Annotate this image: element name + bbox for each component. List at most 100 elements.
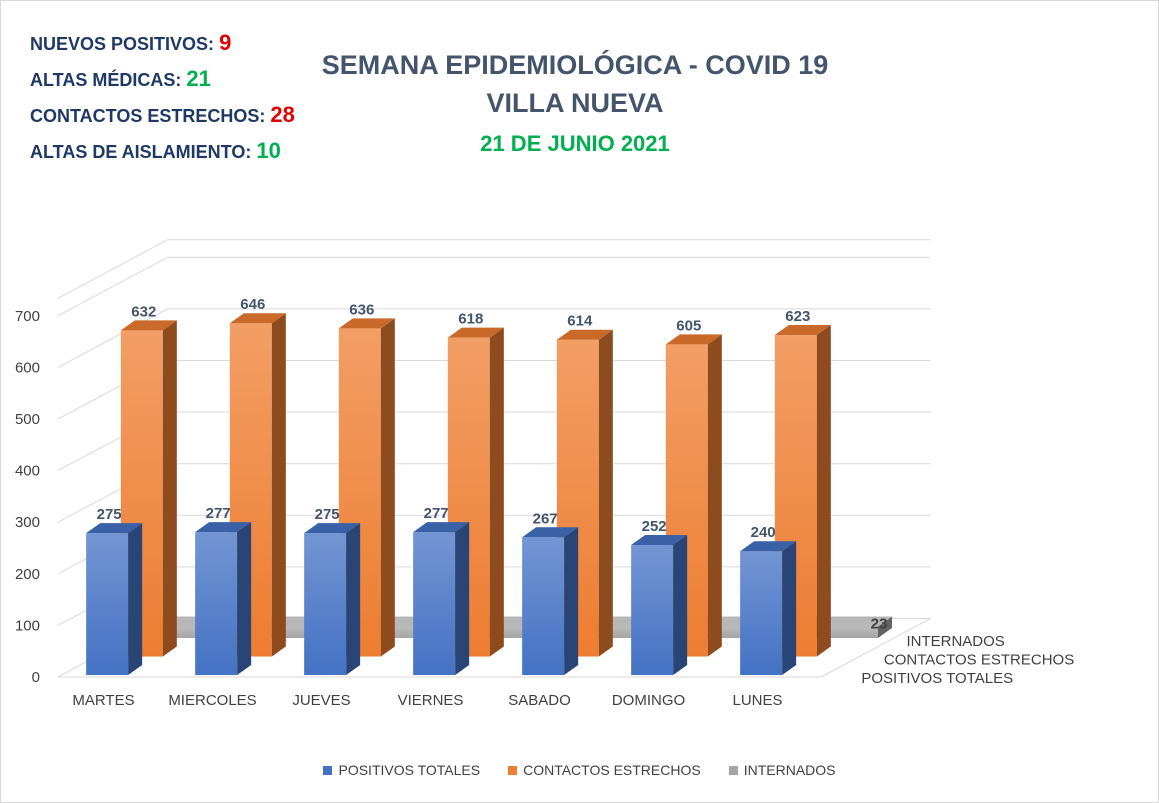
bar-side bbox=[707, 334, 722, 657]
bar-top bbox=[120, 320, 177, 331]
data-label: 632 bbox=[131, 303, 156, 320]
bar-side bbox=[489, 327, 504, 657]
y-tick-label: 600 bbox=[15, 359, 40, 376]
bar-top bbox=[774, 325, 831, 336]
bar-face bbox=[131, 626, 878, 638]
stat-label: NUEVOS POSITIVOS: bbox=[30, 34, 215, 54]
data-label: 614 bbox=[567, 313, 593, 330]
legend-swatch bbox=[508, 765, 518, 775]
bar-top bbox=[304, 523, 361, 534]
legend-item-positivos: POSITIVOS TOTALES bbox=[323, 762, 480, 778]
bar bbox=[86, 523, 143, 676]
bar bbox=[740, 541, 797, 676]
data-label: 636 bbox=[349, 301, 374, 318]
bar-side bbox=[598, 329, 613, 657]
bar bbox=[195, 522, 252, 676]
bar-top bbox=[195, 522, 252, 533]
bar-side bbox=[878, 616, 892, 638]
legend-item-internados: INTERNADOS bbox=[728, 762, 836, 778]
x-tick-label: VIERNES bbox=[398, 692, 464, 709]
data-label: 277 bbox=[424, 505, 449, 522]
data-label: 646 bbox=[240, 296, 265, 313]
floor-edge bbox=[820, 618, 931, 678]
stats-panel: NUEVOS POSITIVOS: 9 ALTAS MÉDICAS: 21 CO… bbox=[30, 28, 295, 172]
data-label: 23 bbox=[871, 615, 888, 632]
stat-value: 28 bbox=[270, 102, 295, 127]
legend-item-contactos: CONTACTOS ESTRECHOS bbox=[508, 762, 701, 778]
bar-face bbox=[413, 532, 456, 676]
y-tick-label: 400 bbox=[15, 463, 40, 480]
bar-side bbox=[237, 522, 252, 676]
bar-face bbox=[631, 545, 674, 676]
bar-top bbox=[665, 334, 722, 345]
bar bbox=[304, 523, 361, 676]
legend-label: CONTACTOS ESTRECHOS bbox=[523, 762, 701, 778]
chart-title: SEMANA EPIDEMIOLÓGICA - COVID 19 bbox=[321, 50, 829, 80]
bar bbox=[413, 522, 470, 676]
bar-side bbox=[380, 318, 395, 657]
x-tick-label: SABADO bbox=[508, 692, 571, 709]
stat-value: 10 bbox=[256, 138, 281, 163]
bar-side bbox=[346, 523, 361, 676]
wall-edge bbox=[57, 239, 168, 299]
bar-top bbox=[229, 313, 286, 324]
stat-altas-medicas: ALTAS MÉDICAS: 21 bbox=[30, 64, 295, 100]
data-label: 252 bbox=[642, 518, 667, 535]
x-tick-label: DOMINGO bbox=[612, 692, 685, 709]
bar-top bbox=[740, 541, 797, 552]
bar-side bbox=[564, 527, 579, 676]
gridline-side bbox=[57, 256, 168, 317]
chart-title-block: SEMANA EPIDEMIOLÓGICA - COVID 19 VILLA N… bbox=[300, 46, 850, 162]
y-tick-label: 300 bbox=[15, 514, 40, 531]
chart-legend: POSITIVOS TOTALES CONTACTOS ESTRECHOS IN… bbox=[0, 762, 1159, 778]
legend-swatch bbox=[728, 765, 738, 775]
data-label: 275 bbox=[97, 506, 122, 523]
stat-label: CONTACTOS ESTRECHOS: bbox=[30, 106, 266, 126]
bar-chart-3d: 0100200300400500600700171821222324236326… bbox=[15, 239, 1074, 709]
y-tick-label: 500 bbox=[15, 411, 40, 428]
y-tick-label: 700 bbox=[15, 308, 40, 325]
stat-value: 9 bbox=[219, 30, 232, 55]
y-tick-label: 200 bbox=[15, 566, 40, 583]
bar-face bbox=[86, 533, 129, 676]
bar bbox=[631, 535, 688, 676]
bar-side bbox=[271, 313, 286, 657]
data-label: 275 bbox=[315, 506, 340, 523]
x-tick-label: JUEVES bbox=[292, 692, 350, 709]
bar-face bbox=[304, 533, 347, 676]
gridline-side bbox=[57, 308, 168, 368]
bar-top bbox=[556, 329, 613, 340]
legend-label: POSITIVOS TOTALES bbox=[338, 762, 481, 778]
y-tick-label: 100 bbox=[15, 617, 40, 634]
bar-side bbox=[816, 325, 831, 657]
data-label: 618 bbox=[458, 311, 483, 328]
chart-subtitle: VILLA NUEVA bbox=[486, 88, 664, 118]
data-label: 623 bbox=[785, 308, 810, 325]
bar-top bbox=[338, 318, 395, 329]
bar-side bbox=[162, 320, 177, 657]
bar-top bbox=[413, 522, 470, 533]
bar-side bbox=[128, 523, 143, 676]
legend-swatch bbox=[323, 765, 333, 775]
bar-face bbox=[740, 551, 783, 676]
bar-top bbox=[631, 535, 688, 546]
stat-nuevos-positivos: NUEVOS POSITIVOS: 9 bbox=[30, 28, 295, 64]
bar-face bbox=[195, 532, 238, 676]
y-tick-label: 0 bbox=[32, 669, 40, 686]
x-tick-label: MIERCOLES bbox=[168, 692, 256, 709]
data-label: 240 bbox=[751, 524, 776, 541]
bar bbox=[522, 527, 579, 676]
stat-label: ALTAS DE AISLAMIENTO: bbox=[30, 142, 252, 162]
bar-top bbox=[522, 527, 579, 538]
stat-label: ALTAS MÉDICAS: bbox=[30, 70, 182, 90]
legend-label: INTERNADOS bbox=[743, 762, 836, 778]
chart-date: 21 DE JUNIO 2021 bbox=[480, 131, 670, 156]
depth-axis-label: POSITIVOS TOTALES bbox=[861, 670, 1013, 687]
data-label: 267 bbox=[533, 510, 558, 527]
bar-top bbox=[447, 327, 504, 338]
bar-top bbox=[86, 523, 143, 534]
bar-side bbox=[782, 541, 797, 676]
stat-contactos-estrechos: CONTACTOS ESTRECHOS: 28 bbox=[30, 100, 295, 136]
depth-axis-label: CONTACTOS ESTRECHOS bbox=[884, 652, 1074, 669]
data-label: 605 bbox=[676, 317, 701, 334]
